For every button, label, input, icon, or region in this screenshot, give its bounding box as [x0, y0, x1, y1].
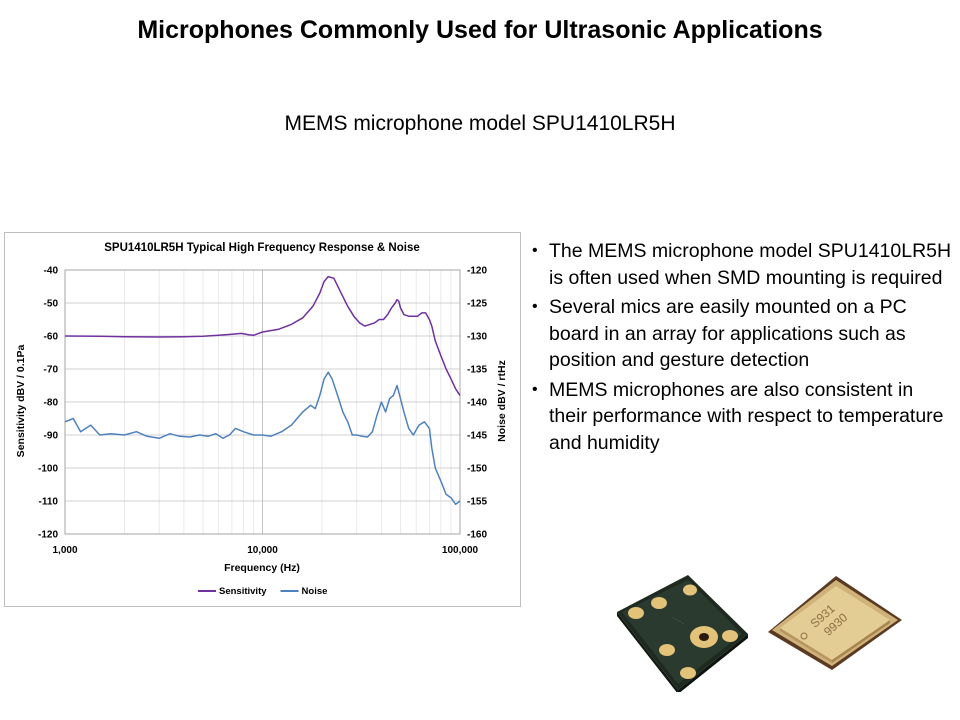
- y2-tick-label: -135: [467, 365, 487, 376]
- bullet-text: MEMS microphones are also consistent in …: [549, 378, 944, 454]
- chart-axes: -40 -50 -60 -70 -80 -90 -100 -110 -120 -120 -125 -1…: [38, 266, 487, 557]
- y2-tick-label: -155: [467, 497, 487, 508]
- x-tick-label: 100,000: [442, 545, 479, 556]
- plot-area-border: [64, 269, 461, 535]
- bullet-text: Several mics are easily mounted on a PC …: [549, 296, 907, 371]
- slide-subtitle: MEMS microphone model SPU1410LR5H: [284, 112, 676, 135]
- bullet-item: • MEMS microphones are also consistent in…: [530, 377, 955, 457]
- x-tick-label: 10,000: [247, 545, 278, 556]
- x-tick-label: 1,000: [52, 545, 77, 556]
- y-tick-label: -80: [44, 398, 59, 409]
- y2-tick-label: -160: [467, 530, 487, 541]
- chart-frame: SPU1410LR5H Typical High Frequency Respo…: [4, 232, 521, 607]
- series-line-noise: [64, 371, 461, 506]
- bullet-item: • The MEMS microphone model SPU1410LR5H i…: [530, 238, 955, 291]
- bullet-dot-icon: •: [532, 242, 538, 259]
- y-tick-label: -120: [38, 530, 58, 541]
- y-tick-label: -50: [44, 299, 59, 310]
- y-tick-label: -90: [44, 431, 59, 442]
- mems-chip-bottom-image: [617, 575, 748, 692]
- bullet-dot-icon: •: [532, 380, 538, 398]
- y2-tick-label: -125: [467, 299, 487, 310]
- mems-chip-top-image: S931 9930: [768, 576, 902, 670]
- slide-title: Microphones Commonly Used for Ultrasonic…: [137, 16, 823, 44]
- chart-series: [64, 275, 461, 506]
- bullet-list: • The MEMS microphone model SPU1410LR5H i…: [530, 238, 955, 459]
- y-tick-label: -60: [44, 332, 59, 343]
- bullet-dot-icon: •: [532, 298, 538, 315]
- y-axis-label: Sensitivity dBV / 0.1Pa: [15, 345, 27, 458]
- bullet-item: • Several mics are easily mounted on a PC…: [530, 294, 955, 374]
- y-tick-label: -110: [39, 497, 59, 508]
- y-tick-label: -70: [44, 365, 59, 376]
- bullet-text: The MEMS microphone model SPU1410LR5H is…: [549, 240, 952, 289]
- chart-title: SPU1410LR5H Typical High Frequency Respo…: [104, 242, 420, 254]
- series-line-sensitivity: [64, 275, 461, 396]
- y2-tick-label: -150: [467, 464, 487, 475]
- y2-tick-label: -140: [467, 398, 487, 409]
- legend-label-sensitivity: Sensitivity: [219, 586, 267, 597]
- y-tick-label: -40: [44, 266, 59, 277]
- y2-tick-label: -130: [467, 332, 487, 343]
- y2-axis-label: Noise dBV / rtHz: [496, 360, 508, 442]
- response-noise-chart: SPU1410LR5H Typical High Frequency Respo…: [15, 242, 508, 597]
- y2-tick-label: -145: [467, 431, 487, 442]
- y-tick-label: -100: [38, 464, 58, 475]
- chart-legend: Sensitivity Noise: [198, 586, 327, 597]
- x-axis-label: Frequency (Hz): [224, 562, 300, 574]
- y2-tick-label: -120: [467, 266, 487, 277]
- legend-label-noise: Noise: [302, 586, 328, 597]
